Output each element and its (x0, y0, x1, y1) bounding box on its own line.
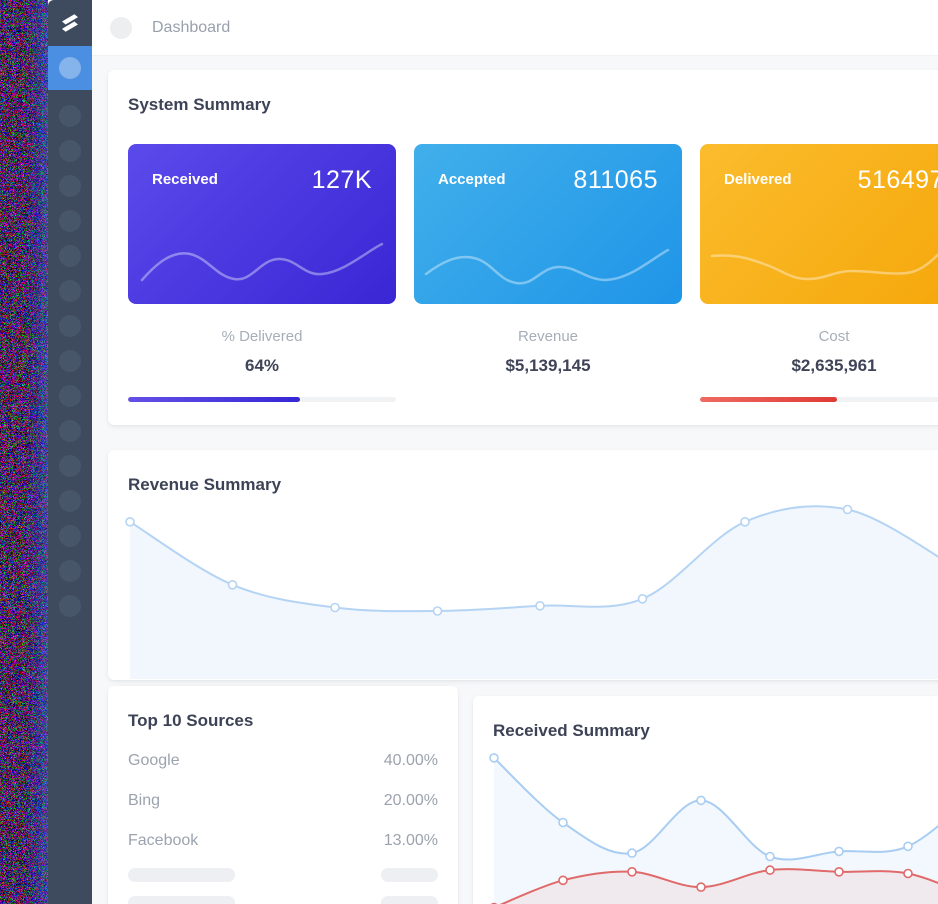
metric-label: Received (152, 171, 218, 188)
sidebar-item-placeholder[interactable] (48, 168, 92, 203)
metric-value: 516497 (857, 166, 938, 194)
corrupted-noise-strip (0, 0, 48, 904)
skeleton-pill (128, 868, 235, 882)
placeholder-icon (59, 104, 81, 127)
placeholder-icon (59, 524, 81, 547)
source-percent: 20.00% (383, 792, 438, 809)
top-sources-card: Top 10 Sources Google 40.00% Bing 20.00%… (108, 686, 458, 904)
stat-revenue: Revenue $5,139,145 (414, 327, 682, 402)
sidebar-item-placeholder[interactable] (48, 98, 92, 133)
metric-label: Delivered (724, 171, 792, 188)
source-row-google: Google 40.00% (108, 741, 458, 781)
metric-cards-row: Received 127K Accepted 811065 (128, 144, 938, 304)
skeleton-pill (381, 896, 438, 904)
placeholder-icon (59, 559, 81, 582)
progress-fill (700, 397, 837, 402)
placeholder-icon (59, 384, 81, 407)
placeholder-icon (59, 139, 81, 162)
noise-texture (0, 0, 48, 904)
sidebar-item-placeholder[interactable] (48, 238, 92, 273)
sidebar-item-dashboard[interactable] (48, 46, 92, 90)
revenue-summary-card: Revenue Summary (108, 450, 938, 680)
dashboard-icon (59, 57, 81, 79)
sidebar-item-placeholder[interactable] (48, 273, 92, 308)
stat-value: 64% (244, 356, 280, 375)
sidebar (48, 0, 92, 904)
stat-label: Cost (818, 328, 850, 345)
sidebar-item-placeholder[interactable] (48, 588, 92, 623)
received-summary-card: Received Summary (473, 696, 938, 904)
stat-cost: Cost $2,635,961 (700, 327, 938, 402)
stat-label: % Delivered (221, 328, 303, 345)
sidebar-item-placeholder[interactable] (48, 308, 92, 343)
sparkline-wave (140, 242, 384, 282)
received-summary-title: Received Summary (493, 721, 650, 740)
placeholder-icon (59, 594, 81, 617)
stat-value: $2,635,961 (791, 356, 877, 375)
revenue-summary-title: Revenue Summary (128, 475, 282, 494)
skeleton-row (108, 889, 458, 904)
sidebar-item-placeholder[interactable] (48, 413, 92, 448)
source-row-facebook: Facebook 13.00% (108, 821, 458, 861)
placeholder-icon (59, 419, 81, 442)
placeholder-icon (59, 279, 81, 302)
progress-track (700, 397, 938, 402)
metric-label: Accepted (438, 171, 506, 188)
app-logo[interactable] (48, 0, 92, 46)
metric-card-delivered: Delivered 516497 (700, 144, 938, 304)
sidebar-item-placeholder[interactable] (48, 203, 92, 238)
page-title: Dashboard (152, 18, 231, 36)
sidebar-item-placeholder[interactable] (48, 483, 92, 518)
metric-card-received: Received 127K (128, 144, 396, 304)
sidebar-nav-placeholders (48, 90, 92, 623)
placeholder-icon (59, 489, 81, 512)
source-percent: 13.00% (383, 832, 438, 849)
sidebar-item-placeholder[interactable] (48, 448, 92, 483)
stats-row: % Delivered 64% Revenue $5,139,145 Cost … (128, 327, 938, 402)
received-line-chart (489, 753, 938, 904)
sidebar-item-placeholder[interactable] (48, 553, 92, 588)
placeholder-icon (59, 174, 81, 197)
placeholder-icon (59, 244, 81, 267)
revenue-line-chart (125, 504, 938, 679)
source-name: Facebook (128, 832, 199, 849)
progress-fill (128, 397, 300, 402)
placeholder-icon (59, 314, 81, 337)
sparkline-wave (710, 252, 938, 281)
skeleton-pill (381, 868, 438, 882)
stat-percent-delivered: % Delivered 64% (128, 327, 396, 402)
skeleton-row (108, 861, 458, 889)
top-sources-title: Top 10 Sources (128, 711, 254, 730)
system-summary-card: System Summary Received 127K Accepted 81… (108, 70, 938, 425)
metric-value: 811065 (573, 166, 658, 194)
sidebar-item-placeholder[interactable] (48, 378, 92, 413)
source-name: Bing (128, 792, 161, 809)
stat-value: $5,139,145 (505, 356, 591, 375)
system-summary-title: System Summary (128, 95, 271, 114)
stat-label: Revenue (517, 328, 579, 345)
skeleton-pill (128, 896, 235, 904)
sidebar-item-placeholder[interactable] (48, 343, 92, 378)
source-name: Google (128, 752, 180, 769)
source-row-bing: Bing 20.00% (108, 781, 458, 821)
source-rows: Google 40.00% Bing 20.00% Facebook 13.00… (108, 741, 458, 904)
placeholder-icon (59, 454, 81, 477)
sidebar-item-placeholder[interactable] (48, 133, 92, 168)
placeholder-icon (59, 349, 81, 372)
main-content: System Summary Received 127K Accepted 81… (92, 56, 938, 904)
sparkline-wave (424, 248, 670, 285)
sidebar-item-placeholder[interactable] (48, 518, 92, 553)
metric-card-accepted: Accepted 811065 (414, 144, 682, 304)
source-percent: 40.00% (383, 752, 438, 769)
topbar: Dashboard (92, 0, 938, 56)
metric-value: 127K (311, 166, 372, 194)
progress-track (128, 397, 396, 402)
topbar-avatar-placeholder[interactable] (110, 16, 132, 39)
skeleton-rows (108, 861, 458, 904)
flash-layers-icon (62, 14, 78, 32)
placeholder-icon (59, 209, 81, 232)
